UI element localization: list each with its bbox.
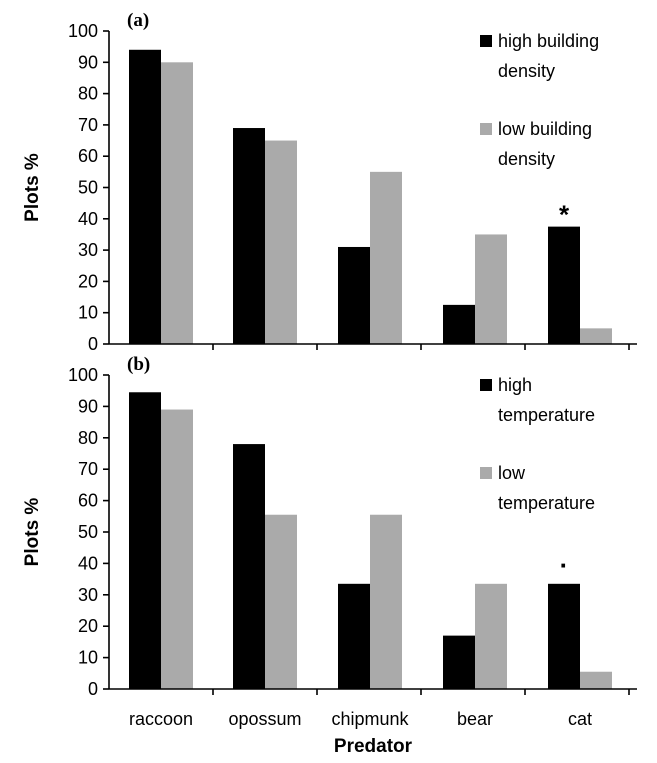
legend-label-0: high — [498, 375, 532, 395]
y-axis-label: Plots % — [22, 498, 43, 567]
legend-swatch-0 — [480, 379, 492, 391]
bar-raccoon-series-0 — [129, 49, 161, 344]
y-tick-label: 20 — [78, 616, 98, 636]
y-tick-label: 0 — [88, 679, 98, 699]
legend-label-0: density — [498, 61, 555, 81]
bar-bear-series-0 — [443, 304, 475, 344]
y-tick-label: 70 — [78, 459, 98, 479]
x-tick-label-cat: cat — [568, 709, 592, 729]
bar-chipmunk-series-0 — [338, 583, 370, 689]
y-tick-label: 100 — [68, 365, 98, 385]
y-axis-label: Plots % — [22, 153, 43, 222]
bar-cat-series-1 — [580, 328, 612, 344]
y-tick-label: 40 — [78, 209, 98, 229]
bar-cat-series-0 — [548, 583, 580, 689]
significance-marker: · — [560, 550, 569, 580]
y-tick-label: 40 — [78, 553, 98, 573]
y-tick-label: 0 — [88, 334, 98, 354]
legend-swatch-1 — [480, 467, 492, 479]
chart-panel-0: 0 10 20 30 40 50 60 70 80 90 100 Plots % (a) * high bu… — [22, 10, 637, 354]
bar-raccoon-series-0 — [129, 392, 161, 689]
y-tick-label: 60 — [78, 491, 98, 511]
y-tick-label: 20 — [78, 271, 98, 291]
bar-bear-series-0 — [443, 635, 475, 689]
x-axis-label: Predator — [334, 736, 413, 757]
y-tick-label: 70 — [78, 115, 98, 135]
legend-label-1: density — [498, 149, 555, 169]
x-tick-label-bear: bear — [457, 709, 493, 729]
legend-swatch-0 — [480, 35, 492, 47]
significance-marker: * — [559, 200, 570, 230]
y-tick-label: 90 — [78, 52, 98, 72]
x-tick-label-opossum: opossum — [228, 709, 301, 729]
bar-opossum-series-1 — [265, 140, 297, 344]
y-tick-label: 30 — [78, 240, 98, 260]
panel-label: (b) — [127, 354, 150, 375]
y-tick-label: 10 — [78, 303, 98, 323]
bar-chipmunk-series-0 — [338, 246, 370, 344]
bar-opossum-series-1 — [265, 514, 297, 689]
bar-chipmunk-series-1 — [370, 171, 402, 344]
legend: high temperature low temperature — [480, 375, 595, 513]
legend-label-0: temperature — [498, 405, 595, 425]
y-tick-label: 50 — [78, 178, 98, 198]
legend-label-0: high building — [498, 31, 599, 51]
legend-label-1: low building — [498, 119, 592, 139]
bar-chipmunk-series-1 — [370, 514, 402, 689]
y-tick-label: 80 — [78, 84, 98, 104]
y-tick-label: 60 — [78, 146, 98, 166]
x-tick-label-chipmunk: chipmunk — [331, 709, 409, 729]
legend: high building density low building density — [480, 31, 599, 169]
y-tick-label: 50 — [78, 522, 98, 542]
panel-label: (a) — [127, 10, 149, 31]
y-tick-label: 10 — [78, 648, 98, 668]
bar-raccoon-series-1 — [161, 62, 193, 345]
bar-raccoon-series-1 — [161, 409, 193, 689]
chart-panel-1: 0 10 20 30 40 50 60 70 80 90 100 raccoon opossum chip… — [22, 354, 637, 757]
y-tick-label: 90 — [78, 396, 98, 416]
y-tick-label: 80 — [78, 428, 98, 448]
bar-opossum-series-0 — [233, 444, 265, 689]
bar-cat-series-0 — [548, 226, 580, 344]
bar-bear-series-1 — [475, 234, 507, 344]
y-tick-label: 100 — [68, 21, 98, 41]
bar-opossum-series-0 — [233, 128, 265, 344]
legend-label-1: low — [498, 463, 526, 483]
bar-cat-series-1 — [580, 671, 612, 689]
y-tick-label: 30 — [78, 585, 98, 605]
legend-label-1: temperature — [498, 493, 595, 513]
legend-swatch-1 — [480, 123, 492, 135]
x-tick-label-raccoon: raccoon — [129, 709, 193, 729]
bar-bear-series-1 — [475, 583, 507, 689]
